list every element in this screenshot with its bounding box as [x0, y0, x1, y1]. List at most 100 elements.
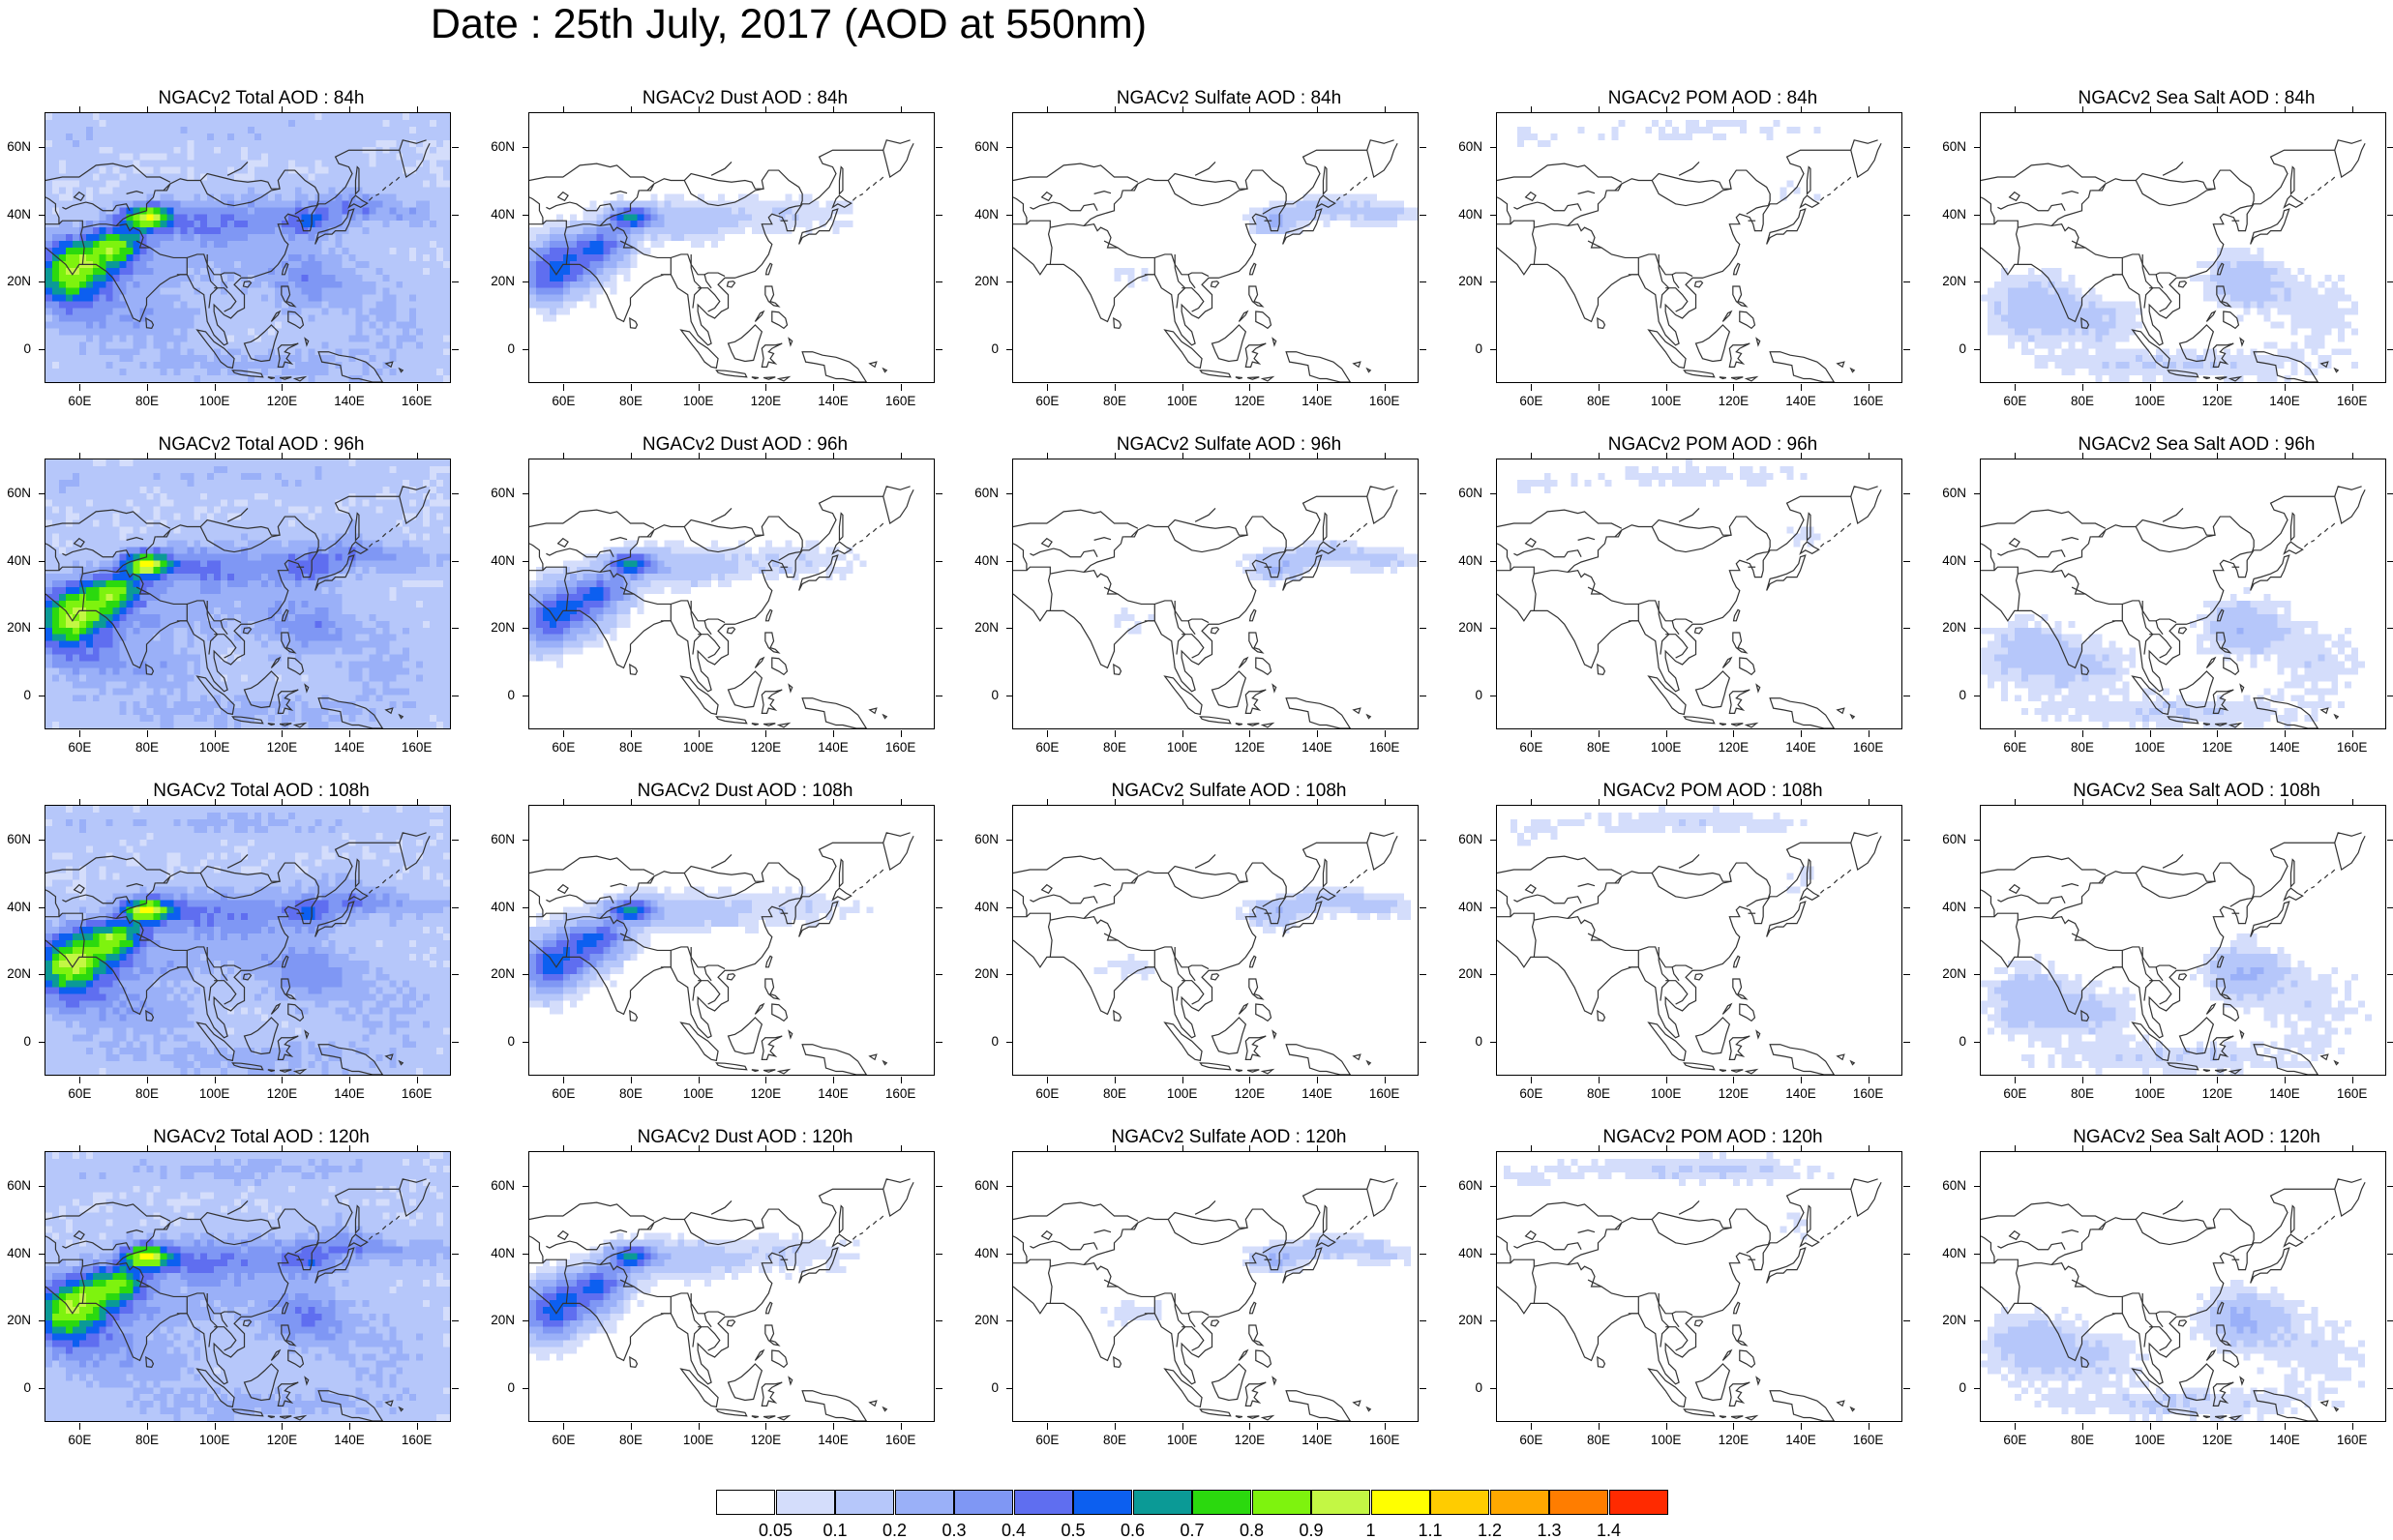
lat-tick [523, 1320, 529, 1321]
lat-tick-label: 20N [1928, 275, 1966, 288]
colorbar-label: 0.6 [1109, 1521, 1157, 1540]
lat-tick-label: 20N [960, 275, 999, 288]
lon-tick [1599, 730, 1600, 737]
lon-tick [1317, 730, 1318, 737]
lon-tick-label: 100E [1158, 395, 1207, 408]
lon-tick [1047, 384, 1048, 391]
lon-tick [765, 730, 766, 737]
lat-tick [39, 1186, 45, 1187]
lon-tick [1531, 453, 1532, 459]
lat-tick [1006, 974, 1013, 975]
lat-tick-label: 0 [0, 1035, 31, 1049]
lat-tick [1974, 628, 1981, 629]
lat-tick [2387, 1254, 2393, 1255]
lat-tick-label: 0 [0, 342, 31, 356]
lat-tick-label: 20N [476, 275, 515, 288]
lon-tick-label: 140E [1293, 1434, 1341, 1447]
lon-tick [1531, 799, 1532, 806]
coastline [1013, 1179, 1397, 1421]
colorbar-swatch [1371, 1490, 1430, 1515]
lat-tick [39, 1320, 45, 1321]
lon-tick [1317, 799, 1318, 806]
lon-tick [2285, 384, 2286, 391]
lon-tick [1115, 1077, 1116, 1083]
lon-tick-label: 120E [257, 1087, 306, 1101]
lon-tick [2150, 453, 2151, 459]
lon-tick [1666, 453, 1667, 459]
lon-tick [1047, 453, 1048, 459]
lon-tick [563, 384, 564, 391]
lon-tick-label: 160E [393, 1087, 441, 1101]
lat-tick [1490, 1254, 1497, 1255]
aod-map [45, 805, 451, 1076]
lon-tick [2150, 1423, 2151, 1430]
lon-tick-label: 80E [123, 395, 171, 408]
lon-tick-label: 100E [1642, 1434, 1690, 1447]
lon-tick [1733, 730, 1734, 737]
aod-map [45, 1151, 451, 1422]
lon-tick-label: 80E [1574, 1434, 1623, 1447]
lat-tick-label: 40N [960, 554, 999, 568]
lon-tick [1047, 106, 1048, 113]
lon-tick-label: 60E [55, 741, 104, 755]
colorbar-label: 0.7 [1168, 1521, 1216, 1540]
colorbar-label: 1.2 [1466, 1521, 1514, 1540]
aod-field [1981, 806, 2385, 1075]
lon-tick-label: 80E [607, 741, 655, 755]
lat-tick-label: 0 [0, 689, 31, 702]
lon-tick [417, 453, 418, 459]
colorbar-swatch [1311, 1490, 1370, 1515]
lat-tick [1903, 1320, 1910, 1321]
lon-tick [215, 384, 216, 391]
lat-tick [39, 349, 45, 350]
lon-tick [79, 453, 80, 459]
lat-tick [2387, 1388, 2393, 1389]
lon-tick [765, 799, 766, 806]
lon-tick [79, 106, 80, 113]
lon-tick [215, 730, 216, 737]
lat-tick [452, 281, 459, 282]
lon-tick [1249, 1423, 1250, 1430]
lon-tick-label: 80E [123, 1087, 171, 1101]
colorbar-label: 0.3 [930, 1521, 978, 1540]
lat-tick-label: 40N [0, 1247, 31, 1260]
lat-tick [2387, 493, 2393, 494]
aod-map [1496, 1151, 1902, 1422]
lon-tick [1385, 1423, 1386, 1430]
lat-tick-label: 40N [476, 1247, 515, 1260]
lon-tick-label: 80E [1091, 741, 1139, 755]
lat-tick [1006, 1388, 1013, 1389]
lon-tick [1115, 799, 1116, 806]
lon-tick-label: 160E [393, 395, 441, 408]
lat-tick [1420, 907, 1426, 908]
lon-tick [631, 730, 632, 737]
colorbar-swatch [1430, 1490, 1489, 1515]
lon-tick [631, 1077, 632, 1083]
lat-tick [1006, 349, 1013, 350]
lat-tick-label: 20N [960, 967, 999, 981]
lat-tick-label: 0 [1444, 689, 1482, 702]
lon-tick [699, 384, 700, 391]
lat-tick-label: 60N [1444, 140, 1482, 154]
lat-tick [2387, 281, 2393, 282]
lon-tick [563, 799, 564, 806]
coastline [1013, 833, 1397, 1075]
lat-tick [1903, 1186, 1910, 1187]
lon-tick [1317, 106, 1318, 113]
lat-tick [1006, 840, 1013, 841]
lon-tick [1249, 453, 1250, 459]
lon-tick-label: 60E [1990, 395, 2039, 408]
lon-tick [1801, 453, 1802, 459]
lon-tick [1599, 1423, 1600, 1430]
lon-tick [2082, 799, 2083, 806]
lon-tick [1531, 1423, 1532, 1430]
lon-tick-label: 160E [1361, 1087, 1409, 1101]
lat-tick [452, 147, 459, 148]
lon-tick-label: 80E [607, 1087, 655, 1101]
lat-tick-label: 60N [476, 833, 515, 846]
panel-title: NGACv2 Sea Salt AOD : 108h [1974, 780, 2393, 803]
